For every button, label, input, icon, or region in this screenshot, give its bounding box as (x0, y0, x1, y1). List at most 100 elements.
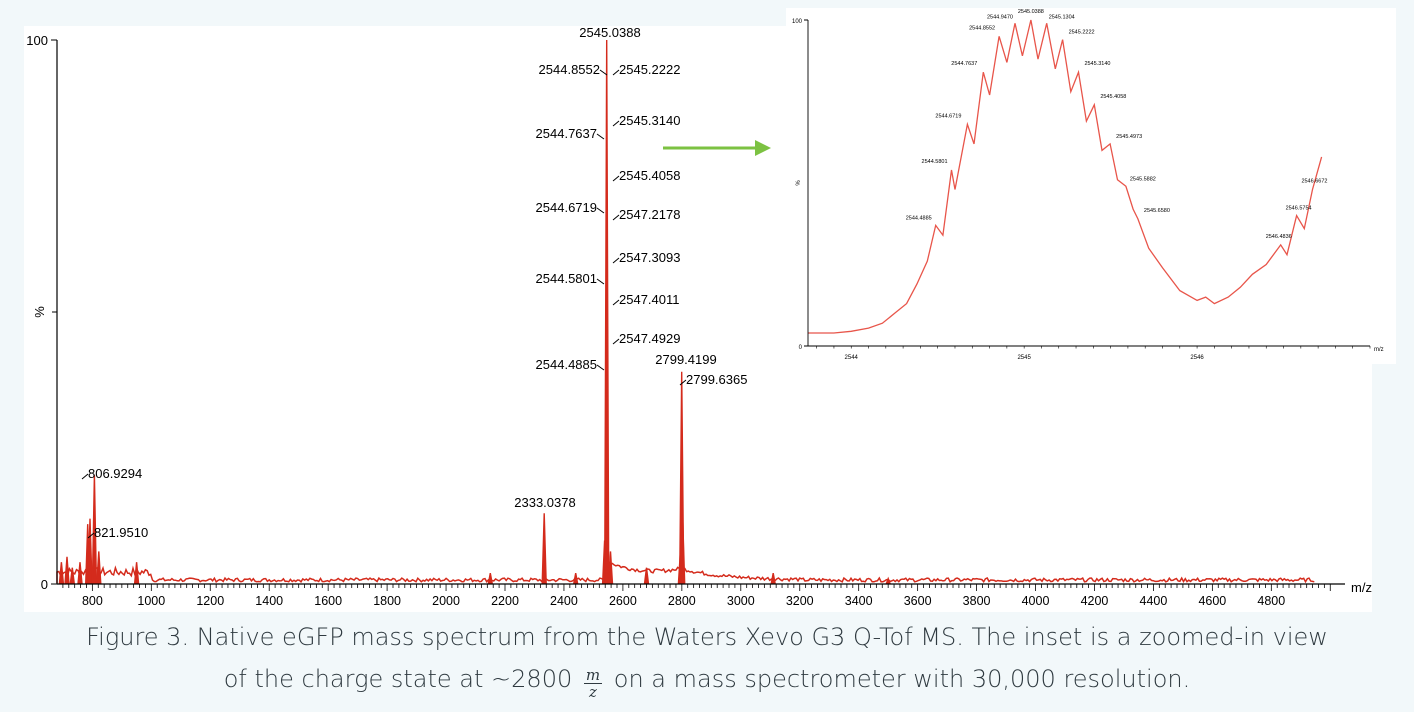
spectrum-peak (87, 518, 93, 585)
spectrum-peak (770, 572, 776, 585)
x-tick-label: 2400 (550, 594, 578, 608)
peak-label: 821.9510 (94, 525, 148, 540)
peak-label-leader (612, 120, 620, 127)
peak-label-leader (679, 379, 687, 386)
x-tick-label: 2200 (491, 594, 519, 608)
spectrum-peak (91, 475, 98, 585)
peak-label: 2544.7637 (536, 126, 597, 141)
inset-peak-label: 2544.7637 (951, 61, 977, 67)
peak-label: 2545.4058 (619, 168, 680, 183)
peak-label-leader (612, 338, 620, 345)
x-tick-label: 4200 (1081, 594, 1109, 608)
arrow-right-icon (663, 140, 771, 156)
x-tick-label: 3800 (963, 594, 991, 608)
x-tick-label: 3400 (845, 594, 873, 608)
peak-label-leader (596, 364, 605, 371)
inset-peak-label: 2546.4836 (1266, 234, 1292, 240)
spectrum-peak (607, 551, 614, 585)
spectrum-peak (541, 513, 547, 585)
y-tick-label: 100 (26, 33, 48, 48)
peak-label-leader (596, 133, 605, 140)
fraction-numerator: m (583, 666, 603, 684)
x-tick-label: 1400 (255, 594, 283, 608)
peak-label: 2547.4929 (619, 331, 680, 346)
caption-line-1: Figure 3. Native eGFP mass spectrum from… (86, 623, 1328, 651)
inset-peak-label: 2546.6672 (1301, 179, 1327, 185)
x-axis-label: m/z (1351, 580, 1372, 595)
caption-line-2-end: on a mass spectrometer with 30,000 resol… (613, 665, 1191, 693)
x-tick-label: 3600 (904, 594, 932, 608)
inset-y-tick-label: 0 (799, 345, 803, 351)
figure-caption: Figure 3. Native eGFP mass spectrum from… (0, 616, 1414, 700)
peak-label-leader (612, 69, 620, 76)
peak-label: 2547.3093 (619, 250, 680, 265)
inset-peak-label: 2544.6719 (935, 113, 961, 119)
inset-spectrum-line (808, 19, 1323, 334)
peak-label-leader (81, 473, 89, 480)
inset-peak-label: 2545.1304 (1049, 14, 1075, 20)
peak-label: 2545.2222 (619, 62, 680, 77)
inset-y-axis-label: % (796, 180, 802, 186)
inset-x-tick-label: 2544 (845, 355, 859, 361)
inset-peak-label: 2545.6580 (1144, 208, 1170, 214)
inset-peak-label: 2545.3140 (1084, 61, 1110, 67)
inset-peak-label: 2544.5801 (922, 159, 948, 165)
peak-label: 2547.4011 (619, 292, 680, 307)
peak-label: 2544.6719 (536, 200, 597, 215)
x-tick-label: 2600 (609, 594, 637, 608)
x-tick-label: 1200 (196, 594, 224, 608)
spectrum-peak (680, 518, 686, 585)
caption-line-2-start: of the charge state at ~2800 (223, 665, 573, 693)
peak-label-leader (87, 532, 95, 539)
y-tick-label: 0 (41, 577, 48, 592)
spectrum-peak (69, 567, 75, 585)
inset-x-tick-label: 2545 (1017, 355, 1031, 361)
peak-label: 2799.4199 (655, 352, 716, 367)
peak-label: 806.9294 (88, 466, 142, 481)
peak-label: 2544.4885 (536, 357, 597, 372)
inset-x-tick-label: 2546 (1190, 355, 1204, 361)
spectrum-peak (604, 39, 610, 585)
peak-label-leader (612, 175, 620, 182)
peak-label: 2799.6365 (686, 372, 747, 387)
x-tick-label: 4800 (1257, 594, 1285, 608)
peak-label-leader (612, 299, 620, 306)
x-tick-label: 1800 (373, 594, 401, 608)
peak-label-leader (596, 207, 605, 214)
spectrum-peak (885, 576, 891, 585)
x-tick-label: 3000 (727, 594, 755, 608)
inset-zoom-chart: 0 100% 2544 2545 2546 m/z 2544.9470 2545.0388 25… (786, 8, 1396, 364)
peak-label: 2547.2178 (619, 207, 680, 222)
y-axis-label: % (32, 306, 47, 318)
spectrum-peak (58, 562, 65, 585)
peak-label: 2545.0388 (579, 25, 640, 40)
peak-label: 2544.8552 (539, 62, 600, 77)
x-tick-label: 800 (82, 594, 103, 608)
x-tick-label: 4600 (1198, 594, 1226, 608)
inset-peak-label: 2546.5754 (1286, 206, 1312, 212)
x-tick-label: 4000 (1022, 594, 1050, 608)
spectrum-peak (64, 556, 70, 585)
spectrum-peak (487, 572, 493, 585)
peak-label-leader (612, 214, 620, 221)
inset-peak-label: 2544.4885 (906, 215, 932, 221)
x-tick-label: 2000 (432, 594, 460, 608)
x-tick-label: 3200 (786, 594, 814, 608)
peak-label: 2544.5801 (536, 271, 597, 286)
inset-peak-label: 2545.2222 (1069, 30, 1095, 36)
x-tick-label: 1600 (314, 594, 342, 608)
spectrum-peak (133, 562, 140, 585)
inset-peak-label: 2544.8552 (969, 25, 995, 31)
peak-label-leader (596, 278, 605, 285)
spectrum-peak (77, 562, 83, 585)
inset-peak-label: 2545.4973 (1116, 134, 1142, 140)
inset-y-tick-label: 100 (792, 19, 803, 25)
peak-label: 2333.0378 (514, 495, 575, 510)
inset-peak-label: 2545.4058 (1100, 94, 1126, 100)
inset-peak-label: 2545.0388 (1018, 9, 1044, 15)
spectrum-peak (573, 572, 579, 585)
inset-peak-label: 2544.9470 (987, 14, 1013, 20)
x-tick-label: 4400 (1140, 594, 1168, 608)
